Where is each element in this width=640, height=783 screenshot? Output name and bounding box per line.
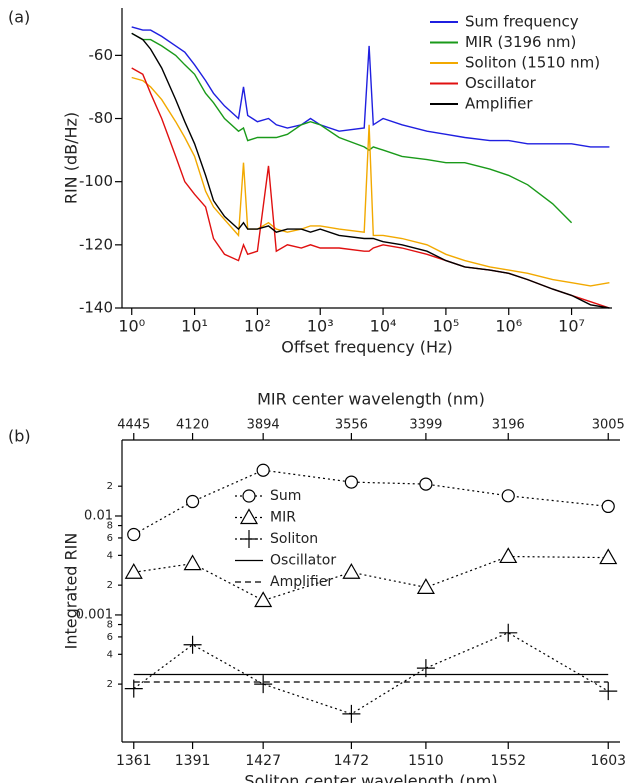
x2-axis-title: MIR center wavelength (nm)	[257, 390, 485, 409]
x-tick-label: 1361	[116, 753, 152, 769]
legend-label: Soliton (1510 nm)	[465, 54, 600, 72]
y-tick-label: 6	[107, 533, 113, 544]
panel-label: (a)	[8, 8, 30, 27]
x-tick-label: 10²	[244, 317, 271, 336]
legend-marker	[239, 508, 259, 525]
x-tick-label: 10⁰	[118, 317, 145, 336]
series-line	[133, 555, 609, 602]
marker	[127, 527, 141, 542]
y-tick-label: 0.01	[84, 508, 113, 523]
series-line	[131, 32, 573, 224]
y-tick-label: -60	[89, 46, 114, 64]
legend-label: MIR	[270, 510, 296, 526]
y-tick-label: 2	[107, 481, 113, 492]
legend-label: Sum frequency	[465, 13, 579, 31]
marker	[499, 547, 518, 564]
y-tick-label: 2	[107, 679, 113, 690]
y-tick-label: 8	[107, 620, 113, 631]
y-axis-title: RIN (dB/Hz)	[62, 112, 81, 204]
x-tick-label: 1510	[408, 753, 444, 769]
x-tick-label: 10⁶	[495, 317, 522, 336]
x-tick-label: 10⁷	[558, 317, 585, 336]
marker	[599, 682, 618, 701]
x-axis-title: Offset frequency (Hz)	[281, 338, 452, 357]
y-tick-label: -120	[79, 235, 113, 253]
marker	[183, 635, 202, 654]
legend-label: Soliton	[270, 531, 318, 547]
x2-tick-label: 3196	[492, 418, 525, 433]
x2-tick-label: 4445	[117, 418, 150, 433]
legend-label: MIR (3196 nm)	[465, 33, 576, 51]
x-tick-label: 10⁵	[433, 317, 460, 336]
series-line	[133, 632, 609, 715]
marker	[254, 675, 273, 694]
y-tick-label: 4	[107, 550, 113, 561]
series-line	[131, 26, 610, 148]
legend-label: Oscillator	[270, 553, 336, 569]
x2-tick-label: 3556	[335, 418, 368, 433]
marker	[183, 554, 202, 571]
x-axis-title: Soliton center wavelength (nm)	[244, 772, 497, 783]
y-tick-label: 4	[107, 649, 113, 660]
legend-label: Amplifier	[270, 574, 333, 590]
y-tick-label: 2	[107, 580, 113, 591]
marker	[499, 623, 518, 642]
marker	[342, 563, 361, 579]
legend-marker	[240, 530, 258, 548]
legend-label: Sum	[270, 488, 301, 504]
series-line	[131, 76, 610, 287]
x2-tick-label: 3005	[592, 418, 625, 433]
y-tick-label: 0.001	[76, 607, 113, 622]
marker	[599, 548, 618, 565]
y-axis-title: Integrated RIN	[62, 533, 81, 650]
x-tick-label: 1603	[590, 753, 626, 769]
y-tick-label: 6	[107, 632, 113, 643]
marker	[254, 591, 273, 608]
marker	[185, 494, 200, 509]
marker	[419, 477, 433, 491]
x-tick-label: 10³	[307, 317, 334, 336]
x-tick-label: 1552	[490, 753, 526, 769]
series-line	[131, 67, 610, 309]
marker	[124, 563, 143, 579]
x-tick-label: 10¹	[181, 317, 208, 336]
legend-label: Oscillator	[465, 74, 537, 92]
x2-tick-label: 3894	[247, 418, 280, 433]
x2-tick-label: 3399	[409, 418, 442, 433]
marker	[501, 489, 515, 503]
series-line	[133, 469, 609, 536]
legend-label: Amplifier	[465, 95, 533, 113]
x-tick-label: 1427	[245, 753, 281, 769]
x-tick-label: 1391	[175, 753, 211, 769]
y-tick-label: -100	[79, 172, 113, 190]
marker	[256, 463, 270, 477]
x-tick-label: 1472	[334, 753, 370, 769]
panel-label: (b)	[8, 427, 31, 446]
series-line	[131, 32, 610, 309]
y-tick-label: -140	[79, 299, 113, 317]
y-tick-label: 8	[107, 521, 113, 532]
x2-tick-label: 4120	[176, 418, 209, 433]
marker	[344, 475, 358, 489]
x-tick-label: 10⁴	[370, 317, 397, 336]
marker	[601, 499, 615, 513]
marker	[416, 578, 435, 594]
marker	[124, 679, 143, 698]
legend-marker	[242, 489, 256, 503]
marker	[342, 704, 361, 723]
y-tick-label: -80	[89, 109, 114, 127]
